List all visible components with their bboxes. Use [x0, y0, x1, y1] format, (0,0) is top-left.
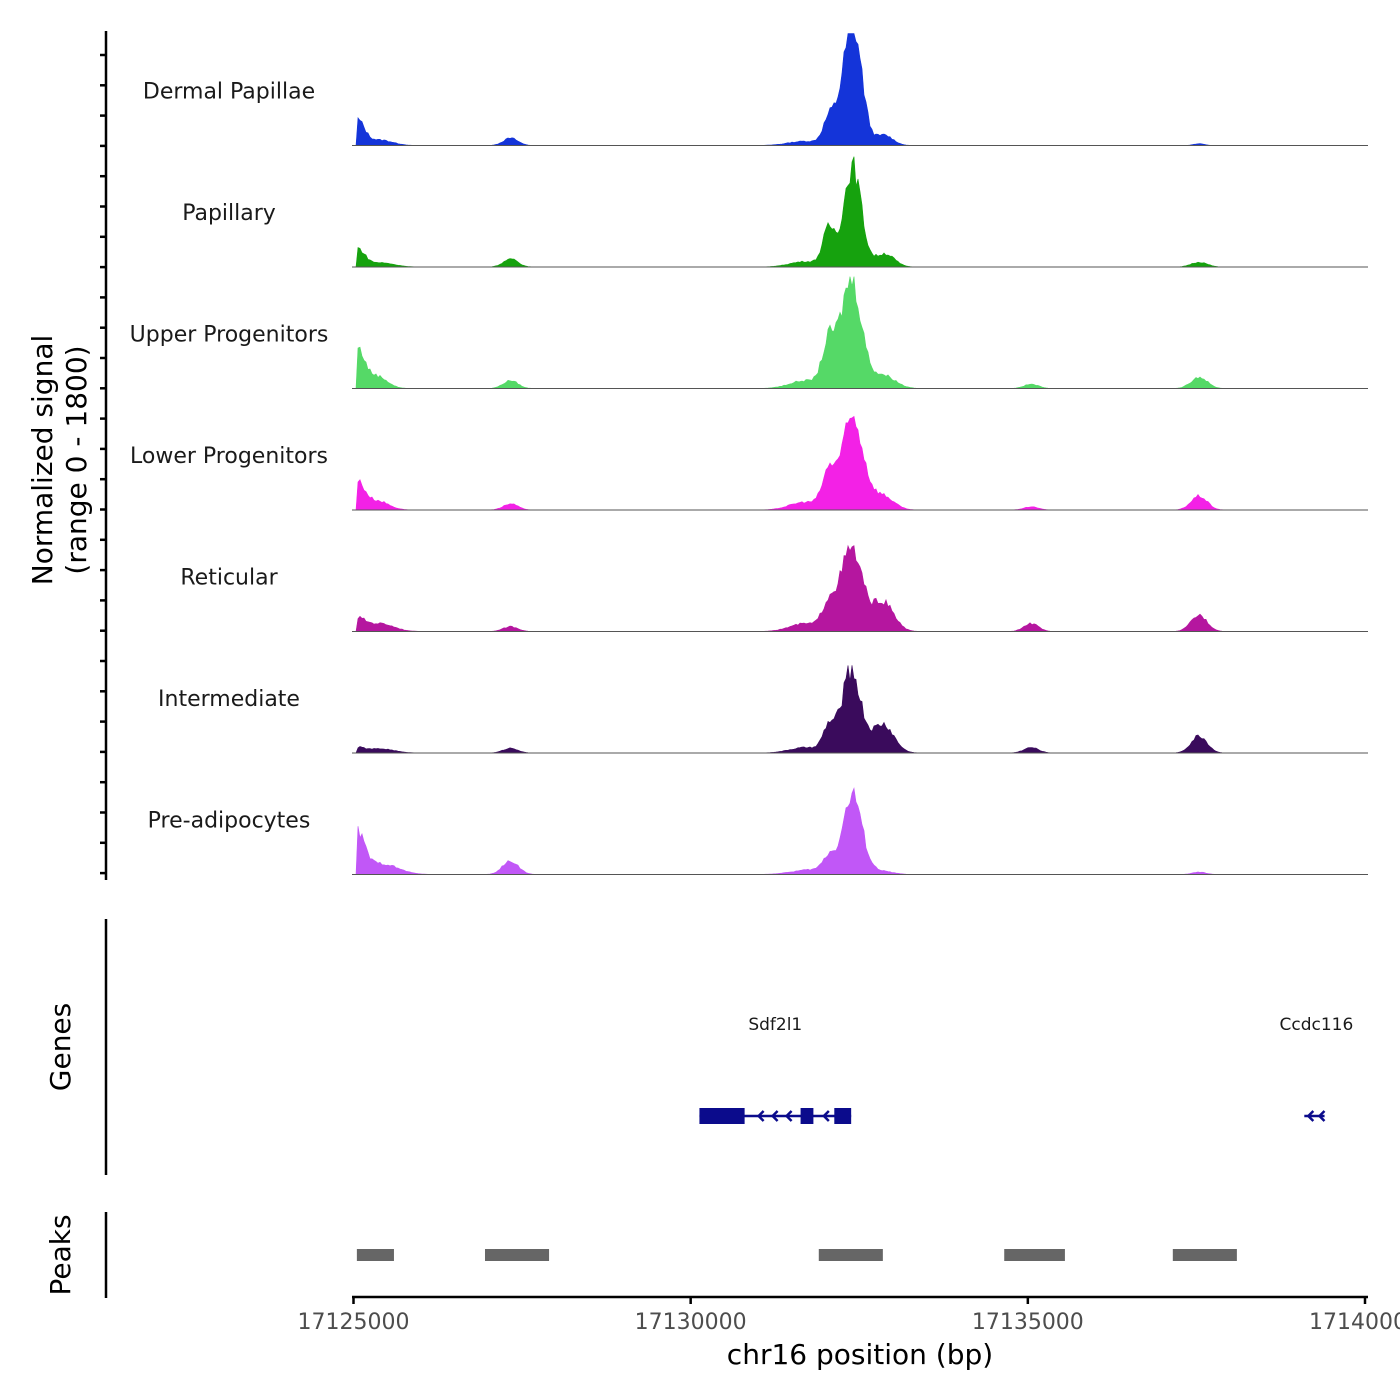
strand-arrow — [784, 1110, 793, 1122]
x-tick-label: 17135000 — [972, 1310, 1084, 1335]
strand-arrow — [756, 1110, 765, 1122]
signal-tracks: Dermal Papillae Papillary Upper Progenitor… — [130, 33, 1368, 875]
x-axis: 17125000 17130000 17135000 17140000 — [298, 1295, 1400, 1335]
coverage-area — [352, 156, 1368, 268]
track-label: Intermediate — [158, 687, 300, 712]
strand-arrow — [1306, 1110, 1315, 1122]
coverage-area — [352, 276, 1368, 389]
track-lower-progenitors: Lower Progenitors — [130, 415, 1368, 511]
signal-axis-title-line: Normalized signal — [26, 335, 59, 586]
peak-region — [1172, 1249, 1237, 1261]
x-axis-title: chr16 position (bp) — [727, 1338, 993, 1371]
coverage-area — [352, 665, 1368, 754]
gene-exon — [834, 1108, 852, 1124]
track-intermediate: Intermediate — [158, 665, 1368, 754]
x-tick-label: 17140000 — [1309, 1310, 1400, 1335]
peak-region — [818, 1249, 883, 1261]
gene-label: Sdf2l1 — [748, 1015, 802, 1035]
strand-arrow — [822, 1110, 830, 1122]
track-label: Lower Progenitors — [130, 444, 328, 469]
track-dermal-papillae: Dermal Papillae — [143, 33, 1368, 146]
peaks-panel — [104, 1212, 1237, 1298]
gene-exon — [699, 1108, 745, 1124]
gene-label: Ccdc116 — [1280, 1015, 1354, 1035]
x-tick-label: 17125000 — [298, 1310, 410, 1335]
peak-region — [356, 1249, 394, 1261]
genes-panel: Sdf2l1 Ccdc116 — [104, 919, 1354, 1175]
track-label: Reticular — [180, 566, 278, 591]
track-upper-progenitors: Upper Progenitors — [130, 276, 1368, 389]
signal-y-axis — [100, 31, 108, 880]
signal-axis-title: Normalized signal(range 0 - 1800) — [26, 335, 93, 586]
gene-exon — [800, 1108, 814, 1124]
peak-region — [1004, 1249, 1065, 1261]
track-papillary: Papillary — [182, 156, 1368, 268]
coverage-area — [352, 33, 1368, 146]
x-tick-label: 17130000 — [635, 1310, 747, 1335]
track-label: Upper Progenitors — [130, 323, 329, 348]
track-label: Papillary — [182, 201, 276, 226]
signal-axis-title-line: (range 0 - 1800) — [60, 345, 93, 574]
coverage-area — [352, 415, 1368, 511]
track-reticular: Reticular — [180, 544, 1368, 632]
gene-ccdc116: Ccdc116 — [1280, 1015, 1354, 1122]
track-pre-adipocytes: Pre-adipocytes — [148, 787, 1368, 875]
track-label: Dermal Papillae — [143, 80, 315, 105]
coverage-area — [352, 544, 1368, 632]
peaks-panel-label: Peaks — [44, 1214, 77, 1295]
peak-region — [484, 1249, 550, 1261]
gene-sdf2l1: Sdf2l1 — [699, 1015, 852, 1124]
genes-panel-label: Genes — [44, 1003, 77, 1091]
coverage-area — [352, 787, 1368, 875]
track-label: Pre-adipocytes — [148, 809, 311, 834]
strand-arrow — [770, 1110, 779, 1122]
strand-arrow — [1317, 1110, 1326, 1122]
